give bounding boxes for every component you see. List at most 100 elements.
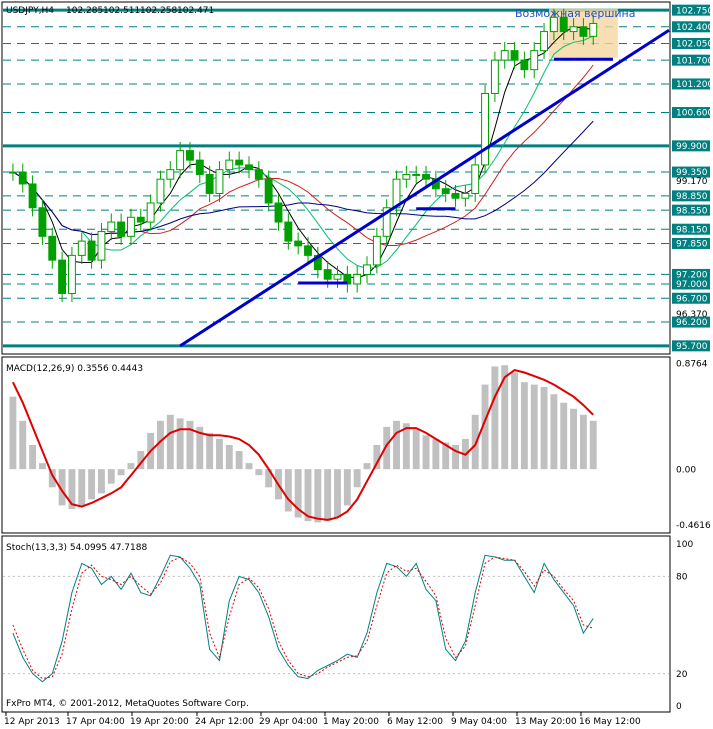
time-axis: 12 Apr 2013 17 Apr 04:00 19 Apr 20:00 24 Ap… [4,712,641,727]
macd-histogram-bar [383,426,391,470]
price-label-box [672,292,710,304]
candle-body [48,235,57,261]
candle-body [333,273,342,280]
candle-body [540,31,549,52]
stoch-main-line [12,554,594,683]
ohlc-high: 102.511 [103,6,140,16]
candle-body [166,169,175,180]
macd-histogram-bar [176,418,184,470]
price-axis-label: 96.200 [676,318,708,328]
macd-histogram-bar [343,469,351,506]
price-axis-label: 99.900 [676,142,708,152]
price-axis-label: 98.850 [676,192,708,202]
price-axis-label: 99.170 [676,177,708,187]
ohlc-low: 102.258 [140,6,177,16]
candle-body [382,207,391,237]
macd-histogram-bar [481,384,489,470]
annotation-label: Возможная вершина [515,7,636,20]
macd-histogram-bar [393,420,400,470]
macd-histogram-bar [314,469,322,523]
macd-histogram-bar [560,402,568,470]
macd-histogram-bar [107,469,115,484]
macd-axis-label: -0.4616 [676,521,711,531]
macd-histogram-bar [304,469,312,522]
macd-histogram-bar [127,463,135,470]
price-label-box [672,54,710,66]
macd-histogram-bar [235,451,243,470]
stoch-axis-label: 80 [676,573,688,583]
candle-body [520,59,529,71]
time-axis-label: 17 Apr 04:00 [66,717,125,727]
macd-histogram-bar [255,469,263,476]
macd-histogram-bar [284,469,292,512]
price-axis-label: 102.050 [676,40,713,50]
price-axis-label: 99.350 [676,168,708,178]
price-label-box [672,37,710,49]
macd-histogram-bar [216,438,223,470]
candle-body [245,164,253,171]
price-label-box [672,237,710,249]
macd-histogram-bar [402,423,410,470]
candle-body [8,171,17,174]
macd-histogram-bar [157,420,164,470]
price-pane-frame [1,1,671,355]
time-axis-label: 13 May 20:00 [515,717,577,727]
price-axis-label: 101.700 [676,56,713,66]
candle-body [136,216,145,223]
macd-axis-label: 0.8764 [676,359,708,369]
macd-histogram-bar [98,469,105,494]
macd-histogram-bar [422,435,430,470]
candle-body [186,150,194,161]
candle-body [117,221,126,237]
price-axis-label: 96.700 [676,294,708,304]
candle-body [284,221,293,242]
macd-histogram-bar [68,469,76,510]
candle-body [77,240,86,256]
macd-histogram-bar [353,469,361,488]
moving-average-mid [12,35,594,270]
candle-body [510,50,519,61]
trend-line [179,29,670,348]
macd-histogram-bar [265,469,273,488]
macd-histogram-bar [29,445,37,470]
macd-title: MACD(12,26,9) 0.3556 0.4443 [6,364,143,374]
candle-body [294,240,303,247]
candle-body [18,171,27,185]
macd-histogram-bar [19,420,27,470]
candle-body [205,173,214,194]
macd-histogram-bar [501,365,509,470]
candle-body [353,273,362,285]
price-label-box [672,268,710,280]
macd-histogram-bar [117,469,125,476]
macd-histogram-bar [245,463,253,470]
moving-average-slowest [12,120,594,236]
macd-histogram-bar [225,445,233,470]
price-label-box [672,204,710,216]
macd-histogram-bar [166,414,174,470]
macd-histogram-bar [412,429,420,470]
candle-body [412,173,421,176]
candle-body [97,231,106,261]
macd-histogram-bar [206,432,214,470]
price-label-box [672,278,710,290]
candle-body [146,202,155,223]
macd-pane-frame [1,356,671,534]
candle-body [569,26,578,33]
macd-histogram-bar [294,469,302,518]
candle-body [264,178,273,204]
stoch-axis-label: 0 [676,702,682,712]
price-axis-label: 101.200 [676,80,713,90]
price-label-box [672,107,710,119]
candle-body [471,164,480,194]
price-axis-label: 97.200 [676,271,708,281]
candle-body [481,92,489,166]
moving-average-fast [12,26,594,279]
candle-body [589,22,598,37]
stoch-signal-line [12,556,594,680]
time-axis-label: 16 May 12:00 [579,717,641,727]
macd-axis-label: 0.00 [676,465,696,475]
macd-histogram-bar [373,445,381,470]
macd-histogram-bar [432,438,440,470]
candle-body [549,16,558,33]
